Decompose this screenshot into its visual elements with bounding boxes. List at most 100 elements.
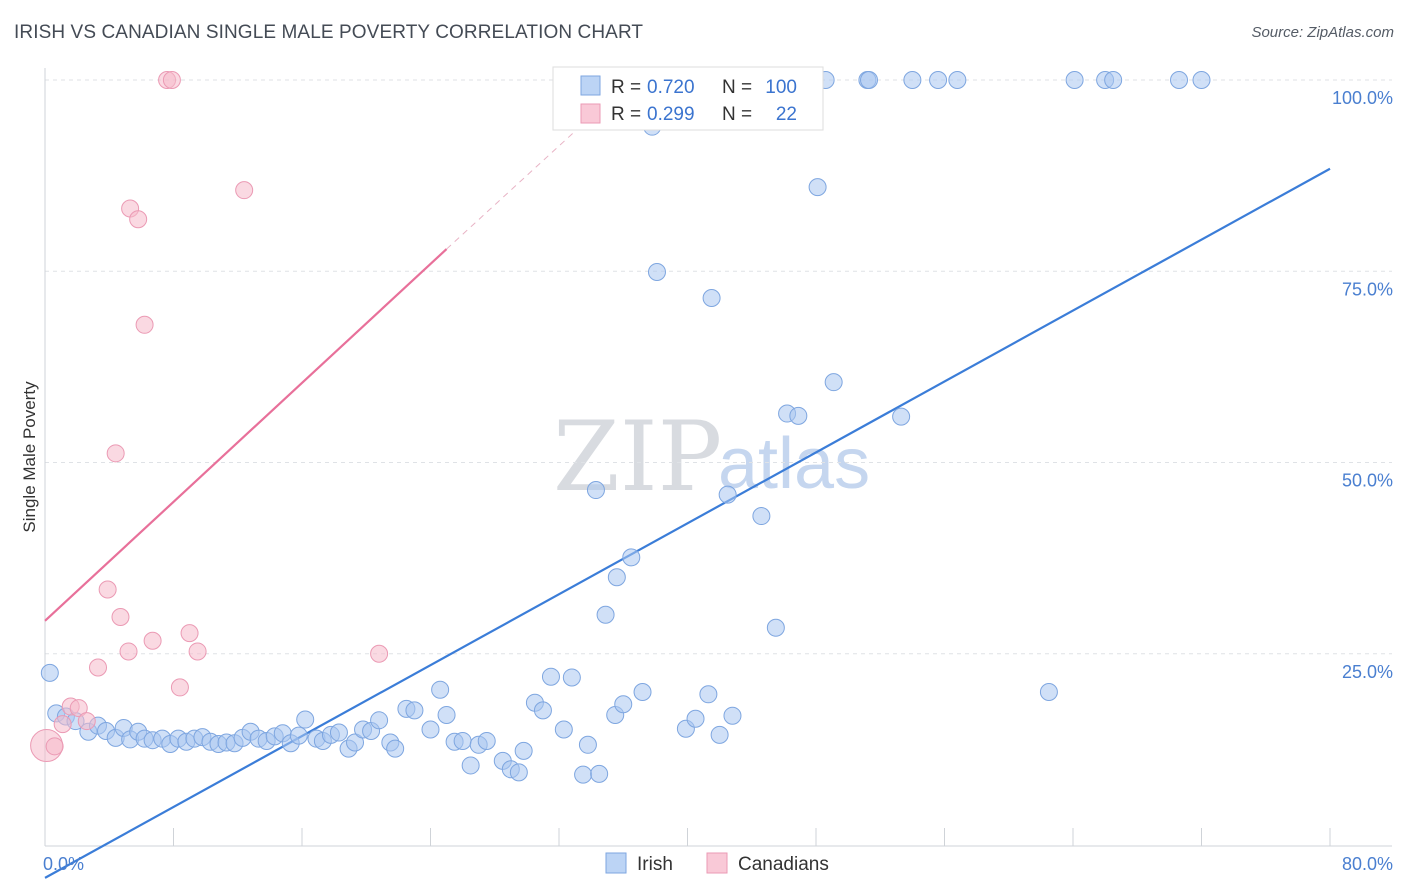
legend-n-label-irish: N =: [722, 77, 752, 98]
irish-point: [533, 701, 552, 720]
irish-point: [421, 720, 440, 739]
irish-point: [718, 485, 737, 504]
irish-point: [607, 568, 626, 587]
irish-point: [1170, 71, 1189, 89]
bottom-legend: Irish Canadians: [605, 852, 829, 875]
y-tick-label-50: 50.0%: [1342, 471, 1393, 491]
irish-point: [437, 705, 456, 724]
canadians-point: [106, 444, 125, 463]
irish-point: [370, 711, 389, 730]
legend-swatch-canadians: [580, 103, 601, 124]
irish-point: [296, 710, 315, 729]
canadians-point: [129, 210, 148, 229]
irish-point: [699, 685, 718, 704]
irish-point: [710, 725, 729, 744]
canadians-point: [45, 737, 64, 756]
irish-point: [509, 763, 528, 782]
y-tick-label-100: 100.0%: [1332, 88, 1393, 108]
irish-point: [929, 71, 948, 89]
irish-point: [622, 548, 641, 567]
y-tick-label-75: 75.0%: [1342, 279, 1393, 299]
legend-r-label-irish: R =: [611, 77, 641, 98]
irish-point: [40, 663, 59, 682]
trend-line-irish: [44, 167, 1331, 879]
irish-point: [562, 668, 581, 687]
legend-r-value-canadians: 0.299: [647, 104, 695, 125]
tick-labels: 25.0% 50.0% 75.0% 100.0% 0.0% 80.0%: [43, 88, 1393, 874]
legend: R = 0.720 N = 100 R = 0.299 N = 22: [552, 66, 824, 131]
irish-point: [1065, 71, 1084, 89]
irish-point: [1039, 683, 1058, 701]
irish-point: [1104, 71, 1123, 89]
canadians-point: [111, 608, 130, 627]
axes: [44, 68, 1392, 847]
irish-point: [860, 71, 879, 89]
irish-point: [541, 667, 560, 686]
legend-swatch-irish: [580, 75, 601, 96]
legend-n-label-canadians: N =: [722, 104, 752, 125]
canadians-point: [89, 658, 108, 677]
legend-n-value-canadians: 22: [776, 104, 797, 125]
irish-point: [614, 695, 633, 714]
irish-point: [686, 709, 705, 728]
y-tick-label-25: 25.0%: [1342, 662, 1393, 682]
canadians-point: [170, 678, 189, 697]
series-irish: [40, 71, 1211, 784]
irish-point: [789, 406, 808, 425]
x-tick-label-min: 0.0%: [43, 854, 84, 874]
canadians-point: [69, 699, 88, 718]
canadians-point: [98, 580, 117, 599]
bottom-legend-swatch-irish: [605, 852, 627, 874]
irish-point: [386, 739, 405, 758]
watermark-zip: ZIP: [553, 401, 722, 513]
irish-point: [405, 701, 424, 720]
irish-point: [461, 756, 480, 775]
legend-n-value-irish: 100: [765, 77, 797, 98]
canadians-point: [370, 644, 389, 663]
canadians-point: [162, 71, 181, 89]
canadians-point: [180, 624, 199, 643]
irish-point: [702, 289, 721, 308]
bottom-legend-canadians: Canadians: [738, 854, 829, 875]
irish-point: [574, 765, 593, 784]
chart-title: IRISH VS CANADIAN SINGLE MALE POVERTY CO…: [14, 22, 644, 43]
trend-lines: [44, 130, 1331, 879]
irish-point: [647, 263, 666, 282]
irish-point: [596, 605, 615, 624]
y-axis-label: Single Male Poverty: [20, 381, 39, 533]
canadians-point: [143, 631, 162, 650]
canadians-point: [119, 642, 138, 661]
irish-point: [766, 618, 785, 637]
canadians-point: [235, 181, 254, 200]
irish-point: [431, 680, 450, 699]
legend-r-label-canadians: R =: [611, 104, 641, 125]
trend-line-canadians-extension: [446, 130, 576, 250]
irish-point: [1192, 71, 1211, 89]
series-canadians: [30, 71, 389, 763]
trend-line-canadians: [44, 248, 448, 622]
irish-point: [477, 731, 496, 750]
x-tick-label-max: 80.0%: [1342, 854, 1393, 874]
irish-point: [554, 720, 573, 739]
canadians-point: [77, 712, 96, 731]
irish-point: [824, 373, 843, 392]
irish-point: [808, 178, 827, 197]
irish-point: [586, 481, 605, 500]
irish-point: [578, 735, 597, 754]
irish-point: [289, 726, 308, 745]
irish-point: [633, 683, 652, 701]
irish-point: [590, 764, 609, 783]
irish-point: [723, 706, 742, 725]
irish-point: [948, 71, 967, 89]
irish-point: [752, 507, 771, 526]
irish-point: [453, 731, 472, 750]
irish-point: [329, 723, 348, 742]
canadians-point: [135, 315, 154, 334]
bottom-legend-irish: Irish: [637, 854, 673, 875]
chart-source: Source: ZipAtlas.com: [1251, 24, 1394, 41]
legend-r-value-irish: 0.720: [647, 77, 695, 98]
grid-lines: [45, 79, 1392, 655]
irish-point: [903, 71, 922, 89]
irish-point: [346, 733, 365, 752]
